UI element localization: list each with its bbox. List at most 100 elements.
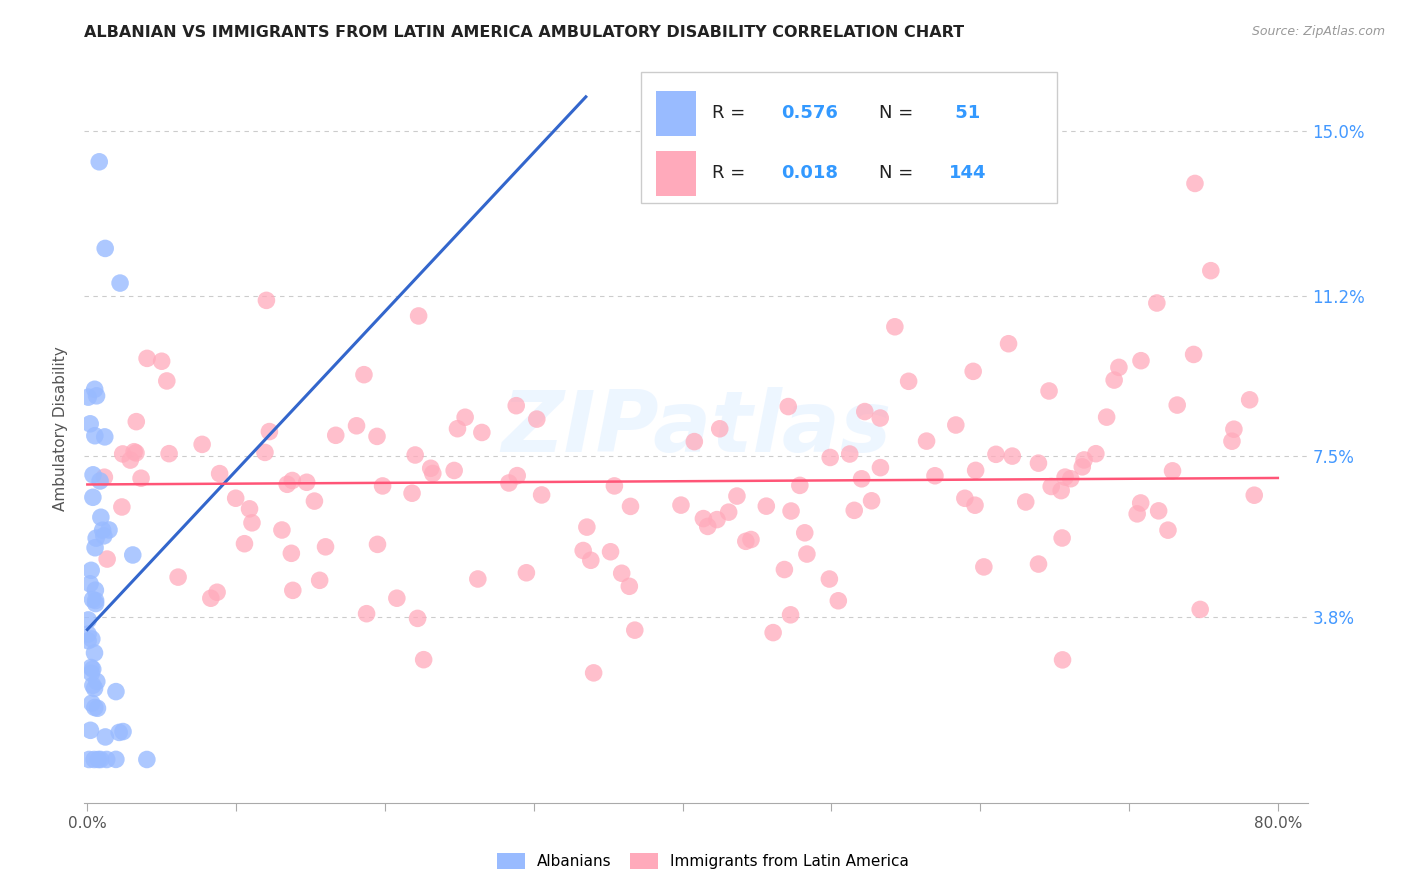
Point <box>734 534 756 549</box>
Point <box>111 447 134 461</box>
Point <box>87 752 110 766</box>
Point <box>80 696 103 710</box>
Point <box>1220 434 1243 449</box>
Point <box>779 607 801 622</box>
Point <box>84 597 107 611</box>
Point <box>225 491 247 506</box>
Point <box>610 566 633 581</box>
Text: ZIPatlas: ZIPatlas <box>501 386 891 470</box>
Point <box>208 467 231 481</box>
Point <box>200 591 222 606</box>
Point <box>1084 447 1107 461</box>
Point <box>1028 456 1050 470</box>
Point <box>1130 353 1153 368</box>
Point <box>84 583 107 598</box>
Point <box>1147 504 1170 518</box>
Point <box>111 500 134 514</box>
Point <box>83 428 105 442</box>
Point <box>740 533 762 547</box>
Point <box>150 354 173 368</box>
Point <box>1189 602 1212 616</box>
Point <box>94 241 117 255</box>
Point <box>315 540 337 554</box>
Point <box>789 478 811 492</box>
Point <box>82 490 104 504</box>
Point <box>853 404 876 418</box>
Point <box>104 752 127 766</box>
Point <box>83 646 105 660</box>
Point <box>963 498 986 512</box>
Point <box>93 529 115 543</box>
Point <box>796 547 818 561</box>
FancyBboxPatch shape <box>641 72 1057 203</box>
Point <box>599 545 621 559</box>
Point <box>953 491 976 506</box>
Point <box>579 553 602 567</box>
Point <box>1184 177 1206 191</box>
Point <box>157 447 180 461</box>
Point <box>1050 483 1073 498</box>
Point <box>422 467 444 481</box>
Legend: Albanians, Immigrants from Latin America: Albanians, Immigrants from Latin America <box>491 847 915 875</box>
Point <box>965 463 987 477</box>
Point <box>83 681 105 696</box>
Point <box>80 660 103 674</box>
Point <box>94 730 117 744</box>
Point <box>93 470 115 484</box>
Point <box>755 499 778 513</box>
Point <box>83 752 105 766</box>
Text: 51: 51 <box>949 104 980 122</box>
Point <box>412 653 434 667</box>
Point <box>623 623 645 637</box>
Point <box>619 579 641 593</box>
Point <box>83 700 105 714</box>
Point <box>84 593 107 607</box>
Point <box>125 415 148 429</box>
Point <box>82 678 104 692</box>
Point <box>280 546 302 560</box>
Point <box>353 368 375 382</box>
Point <box>366 429 388 443</box>
Point <box>1199 263 1222 277</box>
Point <box>419 461 441 475</box>
Point <box>366 537 388 551</box>
Point <box>80 563 103 577</box>
Point <box>467 572 489 586</box>
Point <box>471 425 494 440</box>
Point <box>1161 464 1184 478</box>
Point <box>77 752 100 766</box>
Text: 80.0%: 80.0% <box>1254 816 1302 831</box>
Point <box>156 374 179 388</box>
Point <box>205 585 228 599</box>
Point <box>135 752 157 766</box>
Point <box>706 513 728 527</box>
Point <box>1052 653 1074 667</box>
Point <box>1050 531 1073 545</box>
Point <box>84 531 107 545</box>
Text: Source: ZipAtlas.com: Source: ZipAtlas.com <box>1251 25 1385 38</box>
Point <box>1146 296 1168 310</box>
Point <box>238 501 260 516</box>
Point <box>77 627 100 641</box>
Point <box>86 701 108 715</box>
Point <box>838 447 860 461</box>
Point <box>281 583 304 598</box>
Text: 0.018: 0.018 <box>782 164 838 182</box>
Point <box>98 523 121 537</box>
Point <box>454 410 477 425</box>
Point <box>851 472 873 486</box>
Point <box>446 422 468 436</box>
Point <box>1001 449 1024 463</box>
Point <box>89 154 111 169</box>
Point <box>77 613 100 627</box>
Point <box>717 505 740 519</box>
Point <box>1095 410 1118 425</box>
Point <box>90 510 112 524</box>
Point <box>619 500 641 514</box>
Point <box>86 389 108 403</box>
Point <box>80 666 103 681</box>
Point <box>83 382 105 396</box>
Point <box>515 566 537 580</box>
Point <box>82 662 104 676</box>
Text: 144: 144 <box>949 164 987 182</box>
